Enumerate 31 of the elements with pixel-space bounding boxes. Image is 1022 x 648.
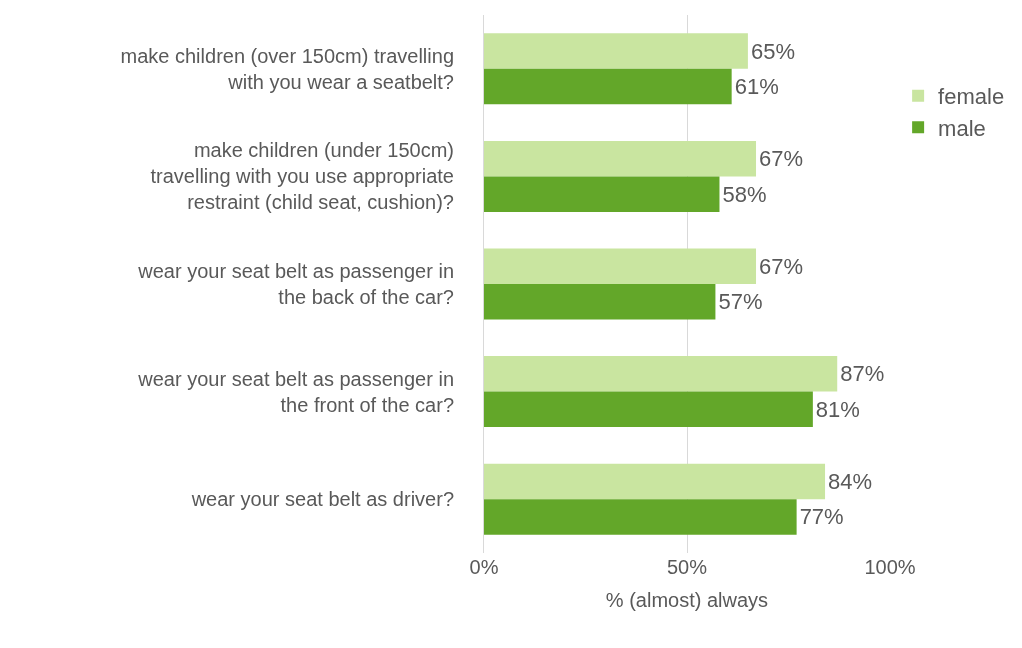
data-label: 57% xyxy=(718,289,763,315)
data-label: 77% xyxy=(799,504,844,530)
data-label: 65% xyxy=(750,38,795,64)
data-label: 61% xyxy=(734,74,779,100)
data-label: 58% xyxy=(722,181,767,207)
bar xyxy=(484,391,813,428)
data-label: 67% xyxy=(759,253,804,279)
bar xyxy=(484,176,720,212)
y-tick-label: make children (over 150cm) travelling with you wear a seatbelt? xyxy=(120,44,454,93)
bar xyxy=(484,463,826,500)
x-tick-label: 0% xyxy=(469,556,499,578)
bar xyxy=(484,140,757,177)
y-tick-label: make children (under 150cm) travelling with you use appropriate restraint (child seat, cushion)? xyxy=(150,139,454,214)
legend-label: female xyxy=(938,84,1005,110)
legend-label: male xyxy=(938,115,986,141)
bar xyxy=(484,499,797,535)
data-label: 87% xyxy=(840,361,885,387)
x-tick-label: 100% xyxy=(864,556,916,578)
bar xyxy=(484,248,757,284)
bar xyxy=(484,356,838,392)
x-axis-title: % (almost) always xyxy=(605,588,769,611)
y-tick-label: wear your seat belt as passenger in the back of the car? xyxy=(137,260,454,308)
bar xyxy=(484,68,732,105)
y-tick-label: wear your seat belt as passenger in the front of the car? xyxy=(137,367,454,416)
data-label: 84% xyxy=(828,468,873,494)
y-tick-label: wear your seat belt as driver? xyxy=(190,488,454,511)
data-label: 81% xyxy=(815,396,860,422)
bar xyxy=(484,33,748,69)
bar xyxy=(484,284,716,320)
data-label: 67% xyxy=(759,146,804,172)
x-tick-label: 50% xyxy=(666,556,708,578)
